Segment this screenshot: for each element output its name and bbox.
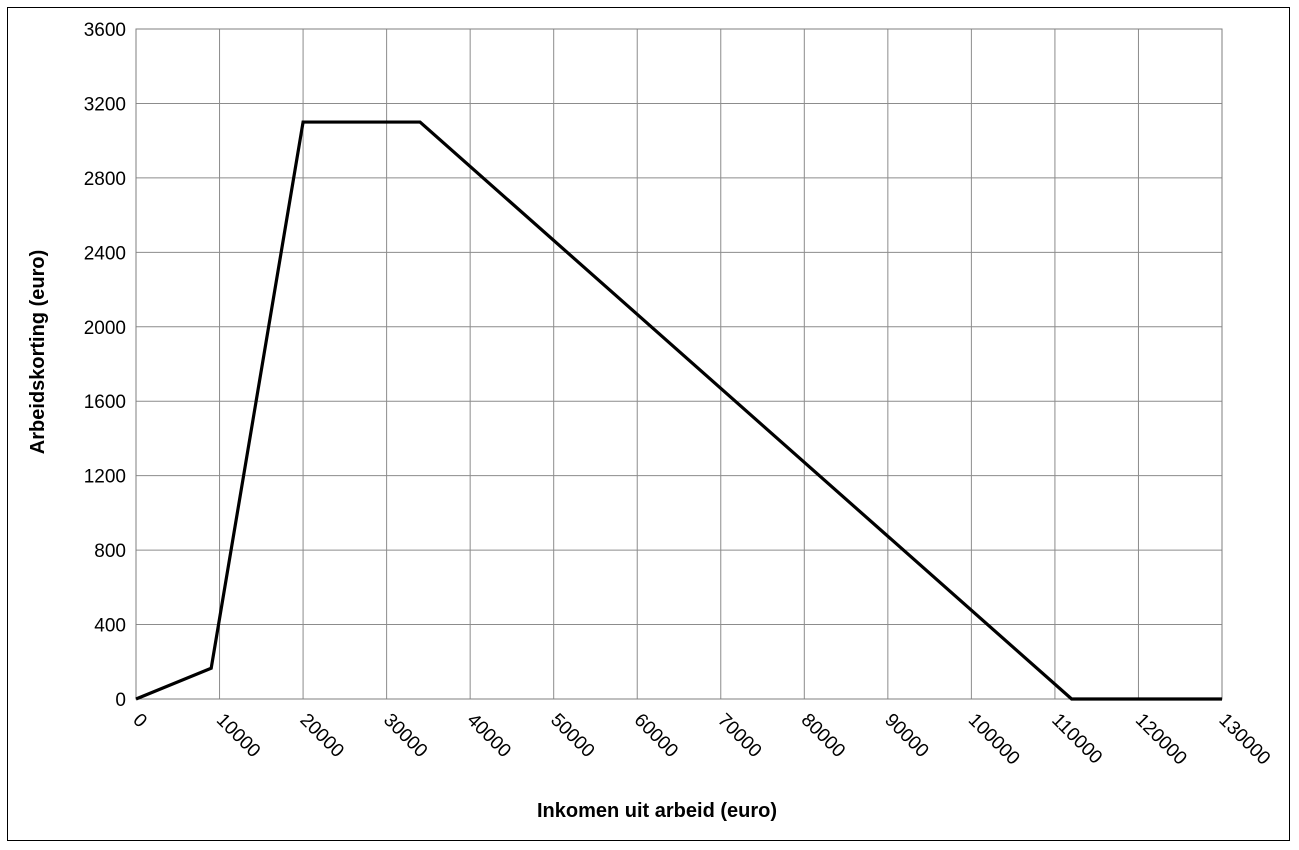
- series-line: [135, 120, 1222, 701]
- grid-lines: [135, 28, 1223, 700]
- x-axis-title: Inkomen uit arbeid (euro): [537, 800, 777, 822]
- x-tick-label: 40000: [463, 710, 515, 762]
- x-tick-label: 80000: [797, 710, 849, 762]
- x-tick-label: 50000: [546, 710, 598, 762]
- y-tick-label: 1200: [84, 467, 126, 488]
- x-tick-labels: 0 10000 20000 30000 40000 50000 60000 70000 8000…: [128, 710, 1274, 770]
- x-tick-label: 110000: [1047, 710, 1106, 769]
- x-tick-label: 70000: [713, 710, 765, 762]
- y-axis-title: Arbeidskorting (euro): [27, 250, 49, 454]
- y-tick-label: 400: [94, 616, 126, 637]
- x-tick-label: 130000: [1214, 710, 1274, 770]
- x-tick-label: 120000: [1131, 710, 1191, 770]
- plot-area-border: [135, 28, 1223, 700]
- y-tick-labels: 0 400 800 1200 1600 2000 2400 2800 3200 3600: [84, 20, 126, 711]
- chart-frame: [7, 7, 1290, 841]
- y-tick-label: 2000: [84, 318, 126, 339]
- x-tick-label: 20000: [296, 710, 348, 762]
- x-tick-label: 10000: [212, 710, 264, 762]
- y-tick-label: 800: [94, 541, 126, 562]
- y-tick-label: 3600: [84, 20, 126, 41]
- x-tick-label: 60000: [630, 710, 682, 762]
- y-tick-label: 3200: [84, 94, 126, 115]
- x-tick-label: 30000: [379, 710, 431, 762]
- x-tick-label: 100000: [964, 710, 1024, 770]
- x-tick-label: 90000: [880, 710, 932, 762]
- y-tick-label: 2800: [84, 169, 126, 190]
- y-tick-label: 0: [115, 690, 126, 711]
- y-tick-label: 2400: [84, 243, 126, 264]
- y-tick-label: 1600: [84, 392, 126, 413]
- x-tick-label: 0: [128, 710, 150, 732]
- series-group: [135, 120, 1222, 701]
